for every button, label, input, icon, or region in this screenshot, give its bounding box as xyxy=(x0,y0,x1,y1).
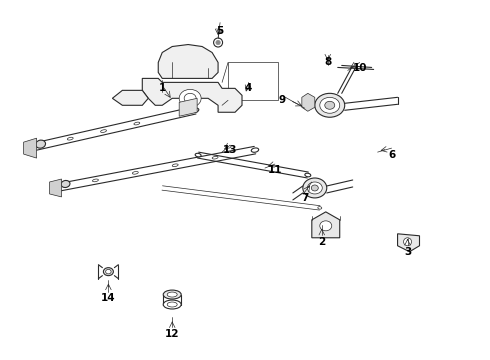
Ellipse shape xyxy=(67,137,73,140)
Polygon shape xyxy=(158,45,218,78)
Ellipse shape xyxy=(192,108,199,112)
Text: 14: 14 xyxy=(101,293,116,302)
Ellipse shape xyxy=(325,101,335,109)
Ellipse shape xyxy=(172,164,178,167)
Text: 3: 3 xyxy=(404,247,411,257)
Ellipse shape xyxy=(307,182,322,194)
Circle shape xyxy=(214,38,222,47)
Ellipse shape xyxy=(61,180,70,188)
Polygon shape xyxy=(24,138,37,158)
Ellipse shape xyxy=(106,269,111,274)
Polygon shape xyxy=(397,234,419,252)
Ellipse shape xyxy=(320,221,332,231)
Ellipse shape xyxy=(163,300,181,309)
Text: 5: 5 xyxy=(217,26,224,36)
Polygon shape xyxy=(112,90,148,105)
Ellipse shape xyxy=(320,97,340,113)
Text: 4: 4 xyxy=(245,84,252,93)
Ellipse shape xyxy=(163,290,181,299)
Ellipse shape xyxy=(167,292,177,297)
Ellipse shape xyxy=(303,178,327,198)
Text: 11: 11 xyxy=(268,165,282,175)
Text: 7: 7 xyxy=(301,193,309,203)
Text: 9: 9 xyxy=(278,95,286,105)
Ellipse shape xyxy=(134,122,140,125)
Ellipse shape xyxy=(184,93,196,103)
Ellipse shape xyxy=(93,179,98,182)
Ellipse shape xyxy=(179,89,201,107)
Polygon shape xyxy=(49,179,62,197)
Ellipse shape xyxy=(195,153,201,157)
Polygon shape xyxy=(312,212,340,238)
Ellipse shape xyxy=(311,185,318,191)
Text: 12: 12 xyxy=(165,329,179,339)
Text: 8: 8 xyxy=(324,58,331,67)
Ellipse shape xyxy=(103,268,113,276)
Bar xyxy=(228,62,278,100)
Ellipse shape xyxy=(251,148,259,152)
Ellipse shape xyxy=(318,207,322,209)
Ellipse shape xyxy=(25,146,32,150)
Ellipse shape xyxy=(212,156,218,159)
Polygon shape xyxy=(142,78,242,112)
Text: 10: 10 xyxy=(352,63,367,73)
Ellipse shape xyxy=(36,140,46,148)
Text: 13: 13 xyxy=(223,145,237,155)
Text: 6: 6 xyxy=(388,150,395,160)
Text: 1: 1 xyxy=(159,84,166,93)
Circle shape xyxy=(216,40,220,45)
Text: 2: 2 xyxy=(318,237,325,247)
Ellipse shape xyxy=(305,173,311,177)
Ellipse shape xyxy=(167,302,177,307)
Ellipse shape xyxy=(100,130,106,132)
Ellipse shape xyxy=(132,171,138,174)
Polygon shape xyxy=(302,93,315,111)
Circle shape xyxy=(404,238,412,246)
Polygon shape xyxy=(179,98,197,116)
Ellipse shape xyxy=(52,186,59,190)
Ellipse shape xyxy=(315,93,345,117)
